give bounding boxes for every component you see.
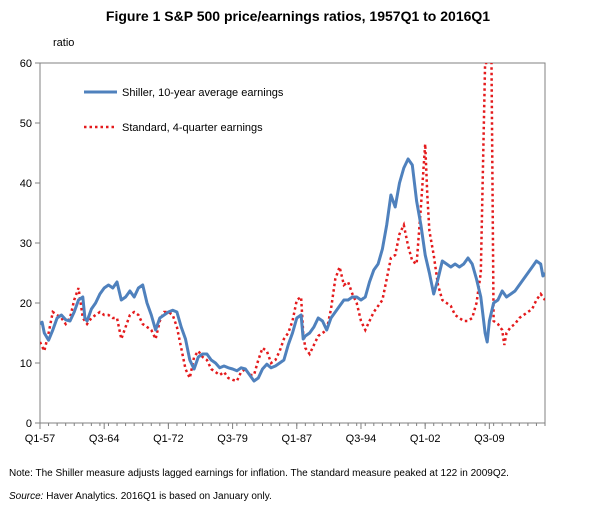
y-tick-label: 40 [20, 178, 32, 190]
chart-note: Note: The Shiller measure adjusts lagged… [9, 468, 509, 479]
x-axis: Q1-57 Q3-64 Q1-72 Q3-79 Q1-87 Q3-94 Q1-02 Q3-09 [25, 423, 546, 445]
source-label: Source: [9, 491, 44, 502]
x-tick-label: Q3-94 [346, 433, 377, 445]
y-axis: 0 10 20 30 40 50 60 [20, 58, 40, 430]
y-tick-label: 50 [20, 118, 32, 130]
y-axis-label: ratio [53, 37, 74, 49]
legend-label: Shiller, 10-year average earnings [122, 87, 284, 99]
x-tick-label: Q3-64 [89, 433, 120, 445]
y-tick-label: 60 [20, 58, 32, 70]
x-tick-label: Q1-02 [410, 433, 441, 445]
plot-frame [39, 62, 546, 424]
source-text: Haver Analytics. 2016Q1 is based on Janu… [43, 491, 272, 502]
legend: Shiller, 10-year average earnings Standar… [84, 87, 284, 134]
x-tick-label: Q1-57 [25, 433, 56, 445]
y-tick-label: 10 [20, 358, 32, 370]
x-tick-label: Q1-87 [281, 433, 312, 445]
y-tick-label: 30 [20, 238, 32, 250]
x-tick-label: Q3-09 [474, 433, 505, 445]
y-tick-label: 0 [26, 418, 32, 430]
x-tick-label: Q3-79 [217, 433, 248, 445]
chart-source: Source: Haver Analytics. 2016Q1 is based… [9, 491, 272, 502]
legend-label: Standard, 4-quarter earnings [122, 122, 263, 134]
chart-title: Figure 1 S&P 500 price/earnings ratios, … [105, 8, 491, 24]
line-chart: ratio 0 10 20 30 40 50 60 Q1-57 Q3-64 Q1-72 Q3-79… [20, 37, 546, 445]
plot-area [39, 62, 546, 424]
series-line-shiller [40, 157, 545, 383]
y-tick-label: 20 [20, 298, 32, 310]
x-tick-label: Q1-72 [153, 433, 184, 445]
